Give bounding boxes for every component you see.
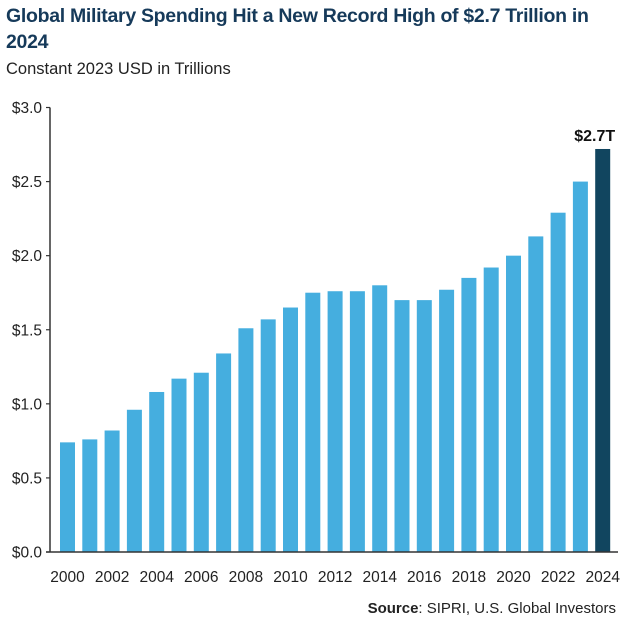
bar-2011 <box>305 292 321 552</box>
bar-2001 <box>82 439 98 552</box>
bar-2016 <box>416 300 432 552</box>
x-tick-label: 2022 <box>541 569 575 586</box>
bar-2010 <box>283 307 298 552</box>
bar-2006 <box>193 372 209 552</box>
source-note: Source: SIPRI, U.S. Global Investors <box>368 600 616 617</box>
bar-2000 <box>60 442 75 552</box>
bar-2002 <box>104 430 120 552</box>
bar-2017 <box>439 289 455 552</box>
y-tick-label: $2.0 <box>12 248 43 265</box>
x-tick-label: 2006 <box>184 569 218 586</box>
bar-2020 <box>506 255 521 552</box>
chart-subtitle: Constant 2023 USD in Trillions <box>6 60 231 78</box>
bar-2012 <box>327 291 343 552</box>
bar-2014 <box>372 285 388 552</box>
y-tick-label: $0.5 <box>12 470 42 487</box>
bar-2024 <box>595 148 611 552</box>
y-tick-label: $1.0 <box>12 396 43 413</box>
data-label-2024: $2.7T <box>574 128 615 145</box>
x-tick-label: 2010 <box>273 569 308 586</box>
bar-2015 <box>394 300 410 552</box>
x-tick-label: 2008 <box>229 569 263 586</box>
x-tick-label: 2014 <box>362 569 397 586</box>
bar-2004 <box>149 391 165 552</box>
bar-2019 <box>483 267 499 552</box>
bar-2022 <box>550 212 566 552</box>
bar-2013 <box>349 291 365 552</box>
source-label: Source <box>367 600 419 617</box>
bar-2023 <box>572 181 588 553</box>
y-tick-label: $2.5 <box>12 174 42 191</box>
x-tick-label: 2024 <box>585 569 620 586</box>
chart-title: Global Military Spending Hit a New Recor… <box>6 5 589 53</box>
bar-2018 <box>461 277 477 552</box>
bar-2005 <box>171 378 187 552</box>
x-tick-label: 2004 <box>139 569 174 586</box>
x-tick-label: 2020 <box>496 569 531 586</box>
y-tick-label: $3.0 <box>12 100 43 117</box>
bar-2007 <box>216 353 232 552</box>
x-tick-label: 2016 <box>407 569 441 586</box>
x-tick-label: 2018 <box>452 569 486 586</box>
bar-2008 <box>238 328 254 552</box>
y-tick-label: $0.0 <box>12 545 43 562</box>
bar-2009 <box>260 319 276 552</box>
source-text: : SIPRI, U.S. Global Investors <box>418 600 616 617</box>
x-tick-label: 2000 <box>50 569 85 586</box>
x-tick-label: 2012 <box>318 569 352 586</box>
bar-2021 <box>528 236 544 552</box>
x-tick-label: 2002 <box>95 569 129 586</box>
bar-2003 <box>126 409 142 552</box>
y-tick-label: $1.5 <box>12 322 42 339</box>
